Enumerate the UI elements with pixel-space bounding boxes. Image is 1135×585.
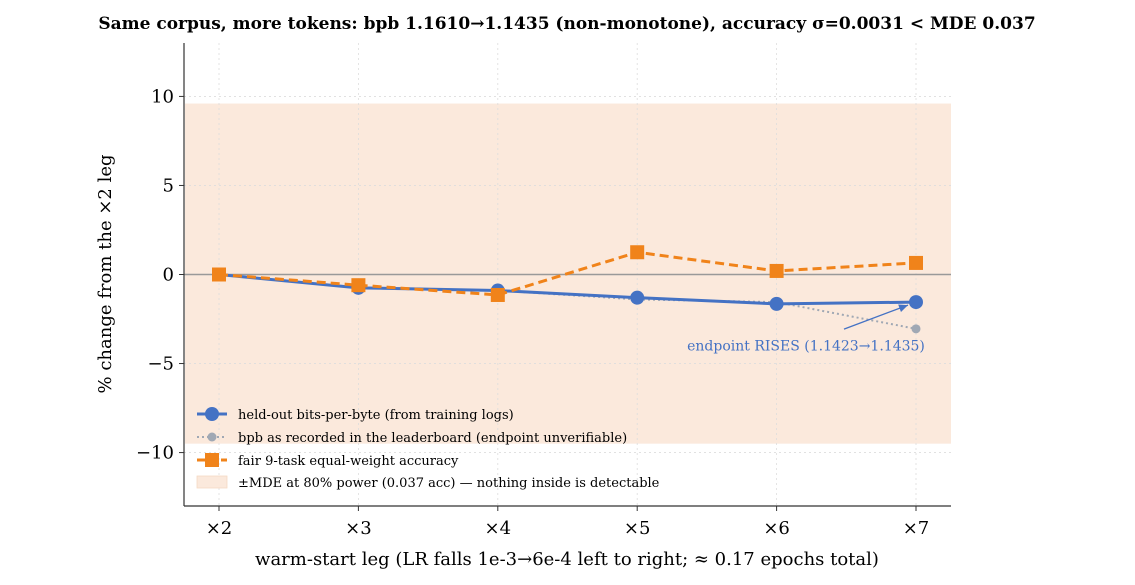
data-point: [630, 245, 645, 260]
x-axis-label: warm-start leg (LR falls 1e-3→6e-4 left …: [255, 549, 879, 570]
data-point: [212, 267, 226, 282]
x-tick-label: ×4: [485, 518, 512, 539]
legend-label-bpb-logs: held-out bits-per-byte (from training lo…: [238, 408, 514, 423]
y-axis-label: % change from the ×2 leg: [95, 154, 116, 393]
legend: held-out bits-per-byte (from training lo…: [196, 407, 660, 491]
data-point: [909, 295, 923, 310]
data-point: [769, 296, 784, 311]
ticks: −10 −5 0 5 10 ×2 ×3 ×4 ×5 ×6 ×7: [136, 86, 929, 539]
x-tick-label: ×6: [763, 518, 790, 539]
data-point: [490, 287, 505, 302]
annotation-endpoint-rises: endpoint RISES (1.1423→1.1435): [687, 339, 925, 355]
data-point: [769, 263, 784, 278]
legend-item-mde-band: ±MDE at 80% power (0.037 acc) — nothing …: [196, 475, 660, 491]
annotation-arrow-head: [898, 304, 908, 313]
y-tick-label: 10: [151, 86, 174, 107]
legend-item-bpb-logs: held-out bits-per-byte (from training lo…: [197, 407, 514, 423]
data-point: [630, 290, 645, 305]
x-tick-label: ×2: [206, 518, 233, 539]
series-accuracy: [212, 245, 923, 302]
data-point: [909, 255, 923, 270]
series-line: [218, 250, 917, 297]
chart-title: Same corpus, more tokens: bpb 1.1610→1.1…: [98, 14, 1035, 34]
y-tick-label: −10: [136, 443, 174, 464]
y-tick-label: −5: [147, 354, 174, 375]
y-tick-label: 0: [163, 265, 174, 286]
data-point: [911, 324, 921, 334]
plot-area: endpoint RISES (1.1423→1.1435) −10 −5 0 5 10…: [136, 43, 951, 539]
annotation-layer: endpoint RISES (1.1423→1.1435): [687, 304, 925, 355]
series-layer: [212, 245, 923, 334]
series-line: [218, 273, 917, 306]
legend-label-mde-band: ±MDE at 80% power (0.037 acc) — nothing …: [238, 476, 660, 491]
x-tick-label: ×7: [903, 518, 930, 539]
legend-label-bpb-leaderboard: bpb as recorded in the leaderboard (endp…: [238, 431, 627, 446]
x-tick-label: ×3: [345, 518, 372, 539]
legend-item-accuracy: fair 9-task equal-weight accuracy: [197, 453, 459, 469]
annotation-arrow: [843, 304, 909, 330]
legend-item-bpb-leaderboard: bpb as recorded in the leaderboard (endp…: [197, 431, 627, 446]
y-tick-label: 5: [163, 175, 174, 196]
x-tick-label: ×5: [624, 518, 651, 539]
data-point: [351, 278, 366, 293]
legend-label-accuracy: fair 9-task equal-weight accuracy: [238, 454, 459, 469]
